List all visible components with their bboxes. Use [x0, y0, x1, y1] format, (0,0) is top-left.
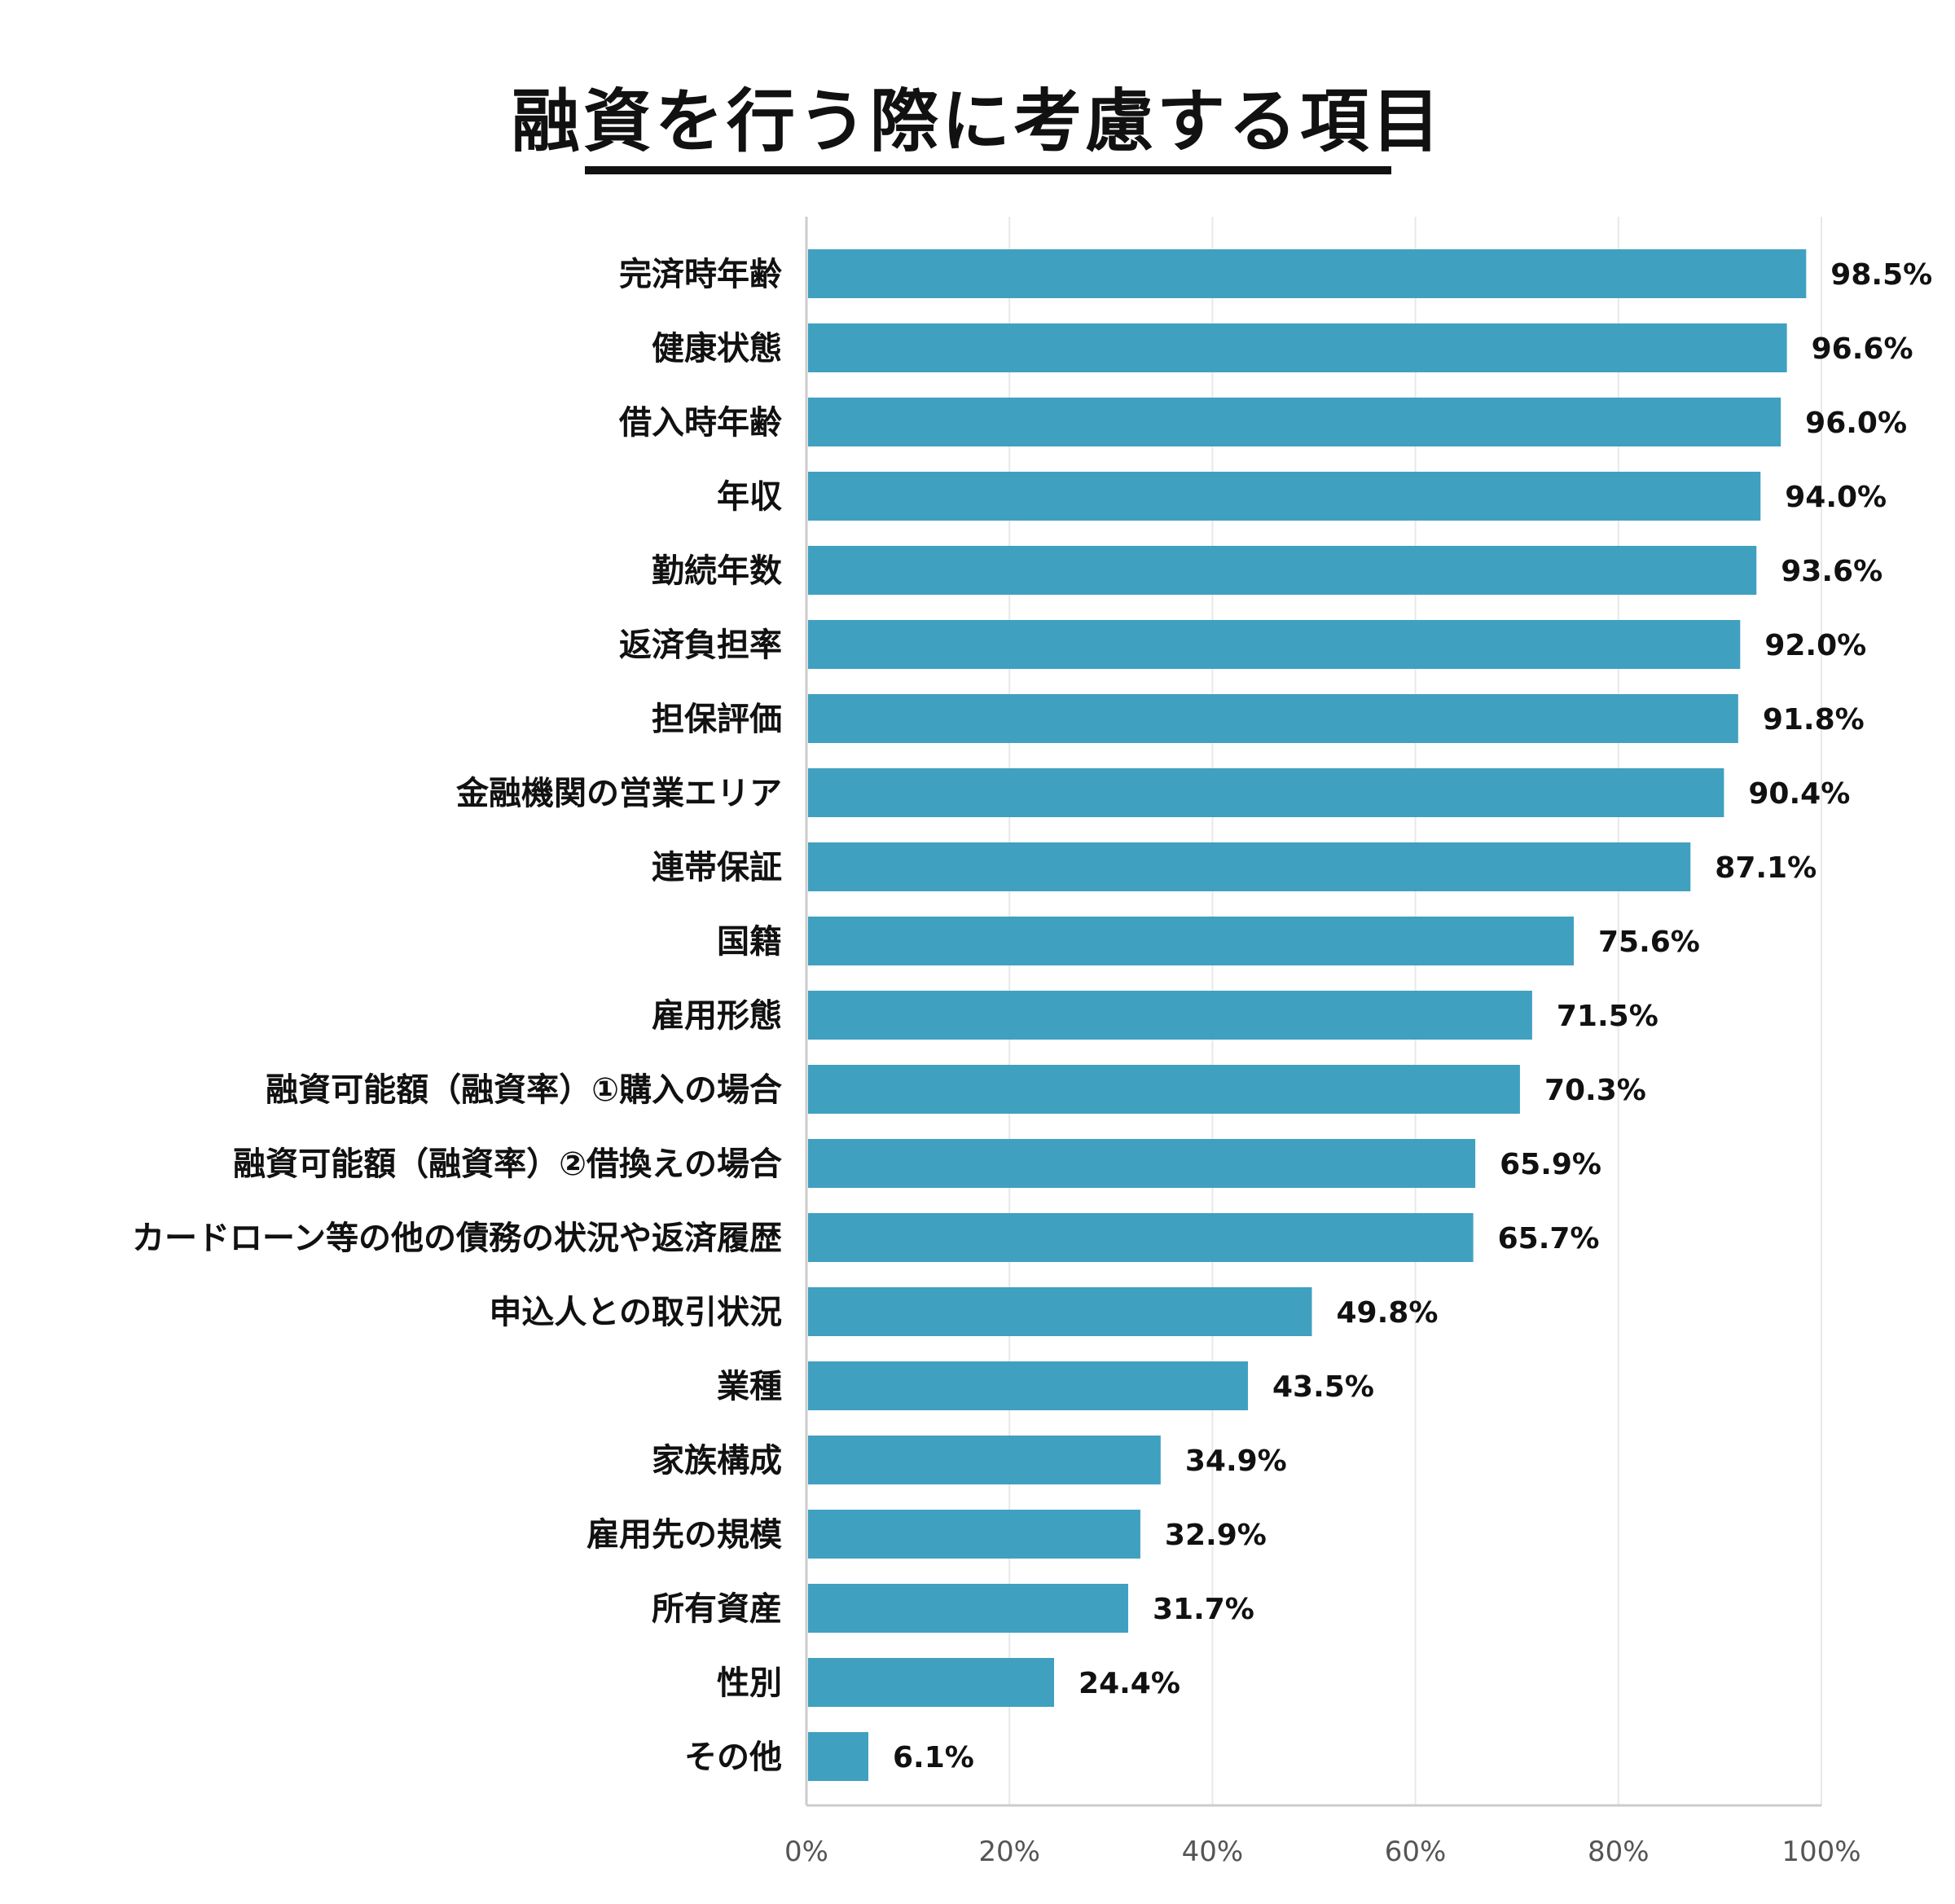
category-label: 性別: [717, 1664, 782, 1702]
bar: [808, 1213, 1474, 1262]
value-label: 34.9%: [1185, 1444, 1287, 1478]
value-label: 75.6%: [1598, 926, 1700, 959]
bar: [808, 546, 1757, 595]
category-label: 健康状態: [652, 330, 782, 367]
bar: [808, 249, 1807, 298]
bar: [808, 1287, 1312, 1336]
bar: [808, 323, 1787, 372]
x-tick-label: 100%: [1781, 1836, 1861, 1868]
bar: [808, 1065, 1520, 1114]
category-label: 勤続年数: [652, 552, 782, 590]
value-label: 65.9%: [1500, 1148, 1601, 1181]
bar: [808, 1436, 1161, 1484]
category-label: 融資可能額（融資率）②借換えの場合: [233, 1145, 782, 1183]
x-tick-label: 0%: [784, 1836, 828, 1868]
value-label: 93.6%: [1781, 555, 1883, 588]
value-label: 94.0%: [1785, 481, 1887, 514]
value-label: 91.8%: [1763, 703, 1865, 737]
title-underline: [585, 166, 1391, 174]
value-label: 96.6%: [1812, 332, 1913, 366]
bar: [808, 842, 1691, 891]
value-label: 71.5%: [1557, 1000, 1658, 1033]
bar: [808, 1361, 1249, 1410]
bar: [808, 1732, 869, 1781]
category-label: 年収: [717, 478, 782, 516]
category-label: 申込人との取引状況: [489, 1294, 782, 1331]
value-label: 43.5%: [1272, 1370, 1374, 1404]
bar: [808, 768, 1724, 817]
bar-layer: [808, 249, 1807, 1781]
category-label: 返済負担率: [619, 627, 782, 664]
category-label: 国籍: [717, 923, 782, 961]
value-label: 96.0%: [1805, 407, 1907, 440]
category-label: 担保評価: [652, 701, 782, 738]
value-label: 65.7%: [1498, 1222, 1600, 1255]
bar: [808, 1584, 1128, 1633]
x-tick-label: 60%: [1385, 1836, 1447, 1868]
bar: [808, 1510, 1140, 1559]
value-label: 24.4%: [1079, 1667, 1180, 1700]
value-label: 90.4%: [1748, 777, 1850, 811]
value-label: 49.8%: [1337, 1296, 1439, 1330]
category-label: 家族構成: [652, 1442, 782, 1480]
bar: [808, 620, 1741, 669]
bar: [808, 991, 1532, 1040]
category-label: 借入時年齢: [618, 404, 782, 442]
bar: [808, 398, 1781, 446]
category-label: 連帯保証: [652, 849, 782, 886]
category-label: 所有資産: [652, 1590, 782, 1628]
value-label: 98.5%: [1830, 258, 1932, 292]
value-label: 70.3%: [1544, 1074, 1646, 1107]
category-label: 金融機関の営業エリア: [455, 775, 782, 812]
category-label: カードローン等の他の債務の状況や返済履歴: [132, 1220, 782, 1257]
bar: [808, 917, 1574, 965]
x-tick-label: 20%: [978, 1836, 1040, 1868]
bar: [808, 1139, 1476, 1188]
category-label: その他: [684, 1739, 782, 1776]
chart-title: 融資を行う際に考慮する項目: [511, 81, 1443, 161]
tick-layer: 0% 20% 40% 60% 80% 100%: [784, 1836, 1861, 1868]
category-label: 融資可能額（融資率）①購入の場合: [266, 1071, 782, 1109]
label-layer: 完済時年齢 98.5% 健康状態 96.6% 借入時年齢 96.0% 年収 94.0% 勤続年数…: [132, 256, 1932, 1776]
value-label: 6.1%: [893, 1741, 974, 1774]
value-label: 92.0%: [1764, 629, 1866, 662]
value-label: 31.7%: [1153, 1593, 1254, 1626]
bar: [808, 472, 1761, 521]
bar: [808, 1658, 1055, 1707]
category-label: 完済時年齢: [619, 256, 782, 293]
x-tick-label: 80%: [1588, 1836, 1650, 1868]
value-label: 87.1%: [1715, 851, 1817, 885]
value-label: 32.9%: [1165, 1519, 1267, 1552]
category-label: 雇用先の規模: [586, 1516, 782, 1554]
x-tick-label: 40%: [1182, 1836, 1244, 1868]
bar: [808, 694, 1738, 743]
category-label: 雇用形態: [652, 997, 782, 1035]
category-label: 業種: [717, 1368, 782, 1405]
